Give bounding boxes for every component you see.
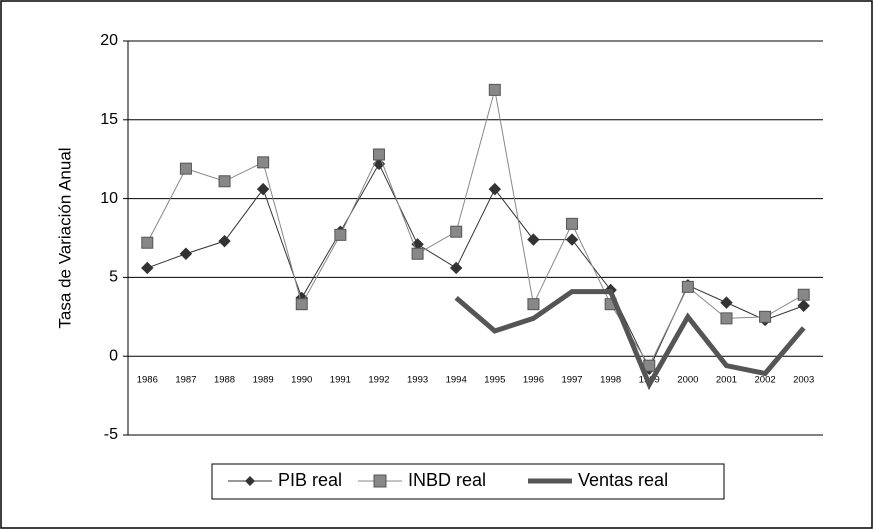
marker	[256, 182, 270, 196]
x-tick-label: 1992	[368, 375, 389, 386]
x-tick-label: 1995	[484, 375, 505, 386]
x-tick-label: 1990	[291, 375, 312, 386]
legend-label: INBD real	[408, 470, 486, 490]
marker	[449, 261, 463, 275]
marker	[218, 234, 231, 248]
legend-box	[211, 463, 725, 500]
x-tick-label: 1998	[600, 375, 621, 386]
marker	[759, 310, 772, 323]
marker	[179, 247, 193, 260]
marker	[295, 298, 308, 311]
x-tick-label: 1994	[446, 375, 467, 386]
marker	[681, 280, 694, 293]
marker	[566, 217, 579, 230]
legend-label: Ventas real	[578, 470, 668, 490]
x-tick-label: 1988	[214, 375, 235, 386]
series-line	[146, 89, 804, 367]
x-tick-label: 1986	[137, 375, 158, 386]
marker	[527, 298, 540, 311]
marker	[372, 148, 385, 161]
marker	[218, 175, 231, 188]
x-tick-label: 1996	[523, 375, 544, 386]
marker	[527, 233, 540, 246]
marker	[797, 288, 810, 301]
legend-marker	[373, 474, 387, 488]
x-tick-label: 2000	[677, 375, 698, 386]
marker	[488, 83, 501, 96]
x-tick-label: 1987	[175, 375, 196, 386]
marker	[797, 299, 810, 312]
x-tick-label: 1993	[407, 375, 428, 386]
marker	[334, 228, 347, 241]
marker	[257, 156, 270, 169]
x-tick-label: 2001	[716, 375, 737, 386]
x-tick-label: 2003	[793, 375, 814, 386]
y-tick-label: 5	[109, 269, 118, 286]
series-line	[147, 162, 804, 370]
y-tick-label: 0	[109, 347, 118, 364]
legend-marker	[245, 476, 255, 486]
x-tick-label: 1989	[253, 375, 274, 386]
marker	[141, 236, 154, 249]
marker	[720, 296, 733, 309]
legend-label: PIB real	[278, 470, 342, 490]
y-tick-label: 15	[100, 111, 118, 128]
y-tick-label: 10	[100, 190, 118, 207]
marker	[411, 247, 424, 260]
marker	[488, 182, 502, 196]
marker	[565, 233, 579, 246]
series-line	[454, 289, 806, 391]
x-tick-label: 1991	[330, 375, 351, 386]
marker	[179, 162, 192, 175]
y-tick-label: 20	[100, 32, 118, 49]
x-tick-label: 1997	[561, 375, 582, 386]
marker	[141, 261, 154, 275]
x-tick-label: 2002	[755, 375, 776, 386]
marker	[450, 225, 463, 238]
y-tick-label: -5	[104, 426, 118, 443]
marker	[720, 312, 733, 325]
y-axis-label: Tasa de Variación Anual	[55, 147, 74, 328]
